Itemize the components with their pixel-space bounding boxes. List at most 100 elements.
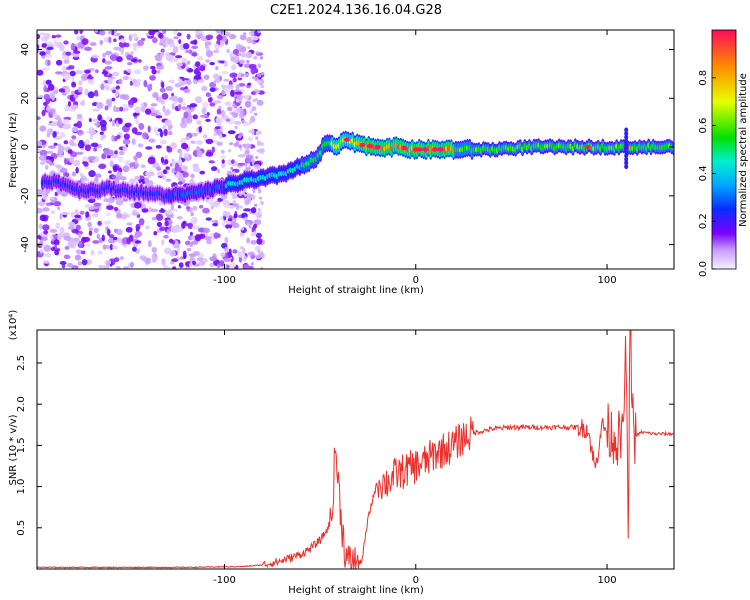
- spectrogram-noise-speck: [125, 226, 133, 233]
- spectrogram-noise-speck: [161, 92, 169, 100]
- spectrogram-ridge-spike: [624, 127, 629, 133]
- spectrogram-noise-speck: [122, 138, 131, 145]
- snr-y-tick-label: 0.5: [16, 520, 27, 536]
- spectrogram-noise-speck: [63, 235, 72, 241]
- spectrogram-x-tick-label: -100: [213, 275, 236, 286]
- spectrogram-noise-speck: [74, 208, 79, 216]
- spectrogram-noise-speck: [243, 94, 250, 100]
- spectrogram-noise-speck: [241, 52, 246, 58]
- spectrogram-noise-speck: [211, 220, 218, 224]
- spectrogram-noise-speck: [94, 122, 100, 126]
- colorbar: 0.0 0.2 0.4 0.6 0.8 Normalized spectral ampl…: [698, 29, 749, 277]
- spectrogram-noise-speck: [129, 80, 133, 86]
- spectrogram-noise-speck: [62, 51, 67, 57]
- spectrogram-noise-speck: [257, 64, 262, 68]
- spectrogram-noise-speck: [232, 222, 240, 229]
- spectrogram-noise-speck: [75, 167, 79, 174]
- spectrogram-noise-speck: [55, 34, 62, 38]
- spectrogram-noise-speck: [228, 248, 232, 255]
- spectrogram-ridge-spike: [624, 149, 629, 155]
- spectrogram-noise-speck: [205, 34, 214, 40]
- spectrogram-noise-speck: [78, 233, 82, 239]
- spectrogram-noise-speck: [135, 223, 141, 231]
- snr-y-tick-label: 1.5: [16, 437, 27, 453]
- spectrogram-noise-speck: [197, 55, 204, 61]
- spectrogram-noise-speck: [145, 225, 150, 230]
- spectrogram-noise-speck: [181, 106, 187, 110]
- spectrogram-noise-speck: [37, 235, 42, 239]
- spectrogram-noise-speck: [45, 252, 52, 258]
- spectrogram-noise-speck: [113, 105, 117, 112]
- spectrogram-noise-speck: [240, 34, 247, 41]
- spectrogram-noise-speck: [250, 91, 256, 95]
- spectrogram-noise-speck: [230, 89, 235, 97]
- spectrogram-noise-speck: [177, 181, 183, 185]
- spectrogram-noise-speck: [254, 203, 258, 207]
- spectrogram-noise-speck: [76, 151, 84, 155]
- spectrogram-noise-speck: [147, 125, 151, 133]
- spectrogram-noise-speck: [220, 252, 226, 258]
- spectrogram-noise-speck: [196, 150, 203, 158]
- spectrogram-noise-speck: [132, 246, 137, 252]
- spectrogram-noise-speck: [177, 176, 182, 182]
- spectrogram-noise-speck: [122, 145, 127, 152]
- spectrogram-noise-speck: [177, 98, 184, 103]
- spectrogram-noise-speck: [160, 52, 165, 58]
- spectrogram-noise-speck: [222, 31, 231, 37]
- spectrogram-noise-speck: [256, 73, 261, 77]
- spectrogram-noise-speck: [194, 96, 203, 104]
- spectrogram-noise-speck: [104, 66, 113, 70]
- spectrogram-noise-speck: [220, 215, 224, 221]
- spectrogram-noise-speck: [39, 125, 47, 132]
- spectrogram-noise-speck: [129, 77, 134, 82]
- spectrogram-noise-speck: [250, 262, 254, 266]
- spectrogram-noise-speck: [241, 110, 245, 114]
- spectrogram-noise-speck: [57, 154, 64, 158]
- spectrogram-noise-speck: [97, 114, 103, 121]
- spectrogram-noise-speck: [59, 226, 65, 234]
- spectrogram-ridge-spike: [624, 156, 629, 162]
- spectrogram-noise-speck: [154, 54, 163, 59]
- spectrogram-noise-speck: [115, 198, 124, 206]
- spectrogram-noise-speck: [243, 193, 248, 197]
- spectrogram-noise-speck: [105, 50, 113, 56]
- spectrogram-noise-speck: [78, 80, 83, 86]
- spectrogram-noise-speck: [106, 155, 111, 159]
- spectrogram-noise-speck: [105, 244, 111, 250]
- spectrogram-noise-speck: [119, 106, 124, 112]
- spectrogram-noise-speck: [242, 247, 246, 255]
- spectrogram-noise-speck: [239, 246, 244, 250]
- colorbar-gradient: [711, 29, 737, 270]
- spectrogram-noise-speck: [209, 262, 214, 268]
- spectrogram-noise-speck: [255, 232, 262, 239]
- spectrogram-noise-speck: [66, 262, 74, 268]
- spectrogram-noise-speck: [187, 68, 194, 73]
- snr-y-tick-label: 1.0: [16, 479, 27, 495]
- spectrogram-noise-speck: [71, 104, 79, 110]
- spectrogram-noise-speck: [161, 239, 165, 246]
- spectrogram-noise-speck: [250, 35, 259, 41]
- spectrogram-noise-speck: [45, 164, 49, 170]
- spectrogram-noise-speck: [70, 90, 76, 96]
- spectrogram-noise-speck: [122, 214, 129, 218]
- spectrogram-noise-speck: [74, 214, 82, 218]
- spectrogram-noise-speck: [104, 60, 112, 65]
- spectrogram-noise-speck: [51, 93, 56, 101]
- spectrogram-noise-speck: [185, 49, 191, 54]
- spectrogram-noise-speck: [169, 261, 175, 265]
- spectrogram-noise-speck: [207, 97, 213, 103]
- spectrogram-noise-speck: [256, 99, 264, 106]
- spectrogram-noise-speck: [124, 122, 132, 128]
- spectrogram-x-axis-label: Height of straight line (km): [288, 285, 424, 296]
- spectrogram-noise-speck: [57, 232, 63, 239]
- spectrogram-noise-speck: [50, 247, 56, 251]
- spectrogram-noise-speck: [140, 164, 146, 168]
- spectrogram-noise-speck: [250, 207, 257, 214]
- spectrogram-ridge-spike: [624, 134, 629, 140]
- spectrogram-noise-speck: [176, 32, 182, 37]
- spectrogram-noise-speck: [47, 83, 55, 91]
- spectrogram-noise-speck: [232, 56, 240, 64]
- spectrogram-noise-speck: [92, 240, 100, 244]
- spectrogram-noise-speck: [53, 142, 58, 146]
- spectrogram-noise-speck: [244, 149, 250, 155]
